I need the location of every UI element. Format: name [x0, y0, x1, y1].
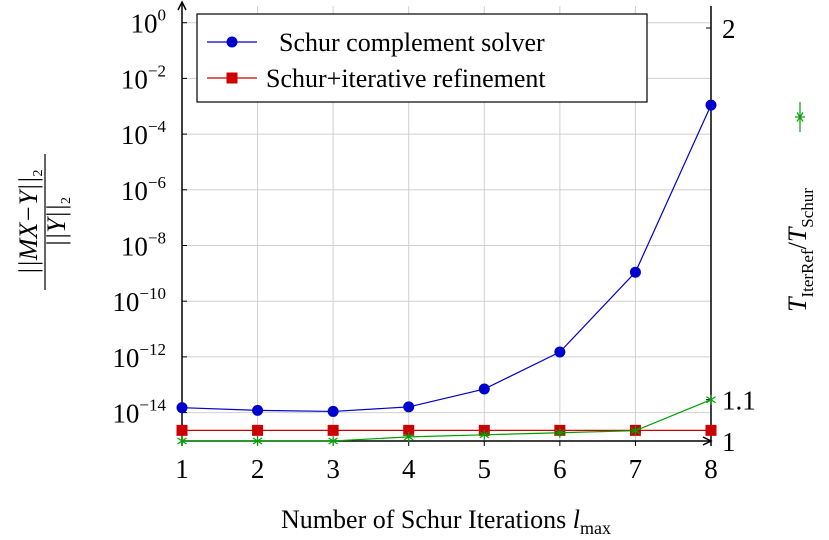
- star-stroke: [706, 396, 716, 404]
- x-tick-label: 6: [553, 454, 567, 484]
- y-tick-label: 10−2: [121, 61, 166, 94]
- y-label-numerator: ||MX−Y||2: [14, 169, 46, 274]
- data-point: [479, 429, 490, 440]
- series-line: [182, 399, 712, 442]
- data-point: [630, 425, 641, 436]
- star-stroke: [555, 429, 565, 437]
- legend-label: Schur complement solver: [279, 28, 545, 57]
- star-stroke: [328, 437, 338, 445]
- data-point: [252, 424, 264, 436]
- y-tick-label: 10−4: [121, 117, 167, 150]
- data-point: [328, 436, 338, 446]
- y-axis-label-right: TIterRef/TSchur: [783, 102, 817, 312]
- data-point: [403, 401, 415, 413]
- y-tick-label: 10−10: [112, 284, 166, 317]
- star-stroke: [479, 431, 490, 439]
- data-point: [629, 266, 641, 278]
- x-tick-label: 8: [704, 454, 718, 484]
- x-tick-label: 5: [478, 454, 492, 484]
- data-point: [705, 99, 717, 111]
- legend: Schur complement solver Schur+iterative r…: [196, 13, 648, 103]
- legend-marker: [226, 72, 238, 84]
- data-point: [403, 431, 414, 442]
- data-point: [706, 394, 716, 405]
- right-label-text: TIterRef/TSchur: [783, 188, 817, 312]
- data-point: [403, 424, 415, 436]
- legend-marker: [226, 36, 238, 48]
- data-point: [327, 405, 339, 417]
- right-legend-glyph: [795, 102, 805, 132]
- series-3: [177, 394, 716, 446]
- data-point: [176, 402, 188, 414]
- star-stroke: [630, 427, 641, 435]
- data-point: [705, 424, 717, 436]
- data-point: [252, 404, 264, 416]
- y-tick-label: 10−14: [112, 396, 166, 429]
- data-point: [177, 436, 187, 446]
- star-stroke: [177, 437, 187, 445]
- x-tick-label: 7: [629, 454, 643, 484]
- right-tick-label: 1.1: [722, 386, 756, 416]
- x-tick-label: 2: [251, 454, 265, 484]
- legend-label: Schur+iterative refinement: [266, 64, 546, 93]
- right-tick-label: 1: [722, 427, 736, 457]
- y-axis-label-left: ||MX−Y||2||Y||2: [14, 154, 74, 290]
- y-tick-label: 10−6: [121, 173, 166, 206]
- y-tick-label: 10−8: [121, 228, 166, 261]
- data-point: [252, 436, 263, 446]
- star-stroke: [252, 437, 263, 445]
- data-point: [554, 346, 566, 358]
- legend-box: [196, 13, 648, 103]
- x-tick-label: 1: [175, 454, 189, 484]
- series-line: [181, 104, 712, 413]
- data-point: [478, 383, 490, 395]
- data-point: [176, 424, 188, 436]
- x-tick-label: 4: [402, 454, 416, 484]
- y-tick-label: 100: [131, 6, 167, 39]
- y-axis-arrow: [177, 0, 187, 11]
- right-legend-star: [796, 112, 804, 122]
- star-stroke: [403, 433, 414, 441]
- x-axis-label: Number of Schur Iterations lmax: [281, 505, 611, 538]
- x-tick-label: 3: [326, 454, 340, 484]
- right-tick-label: 2: [722, 14, 736, 44]
- data-point: [327, 424, 339, 436]
- y-tick-label: 10−12: [112, 340, 166, 373]
- y-label-denominator: ||Y||2: [42, 197, 74, 247]
- data-point: [555, 427, 565, 438]
- series-1: [176, 99, 717, 417]
